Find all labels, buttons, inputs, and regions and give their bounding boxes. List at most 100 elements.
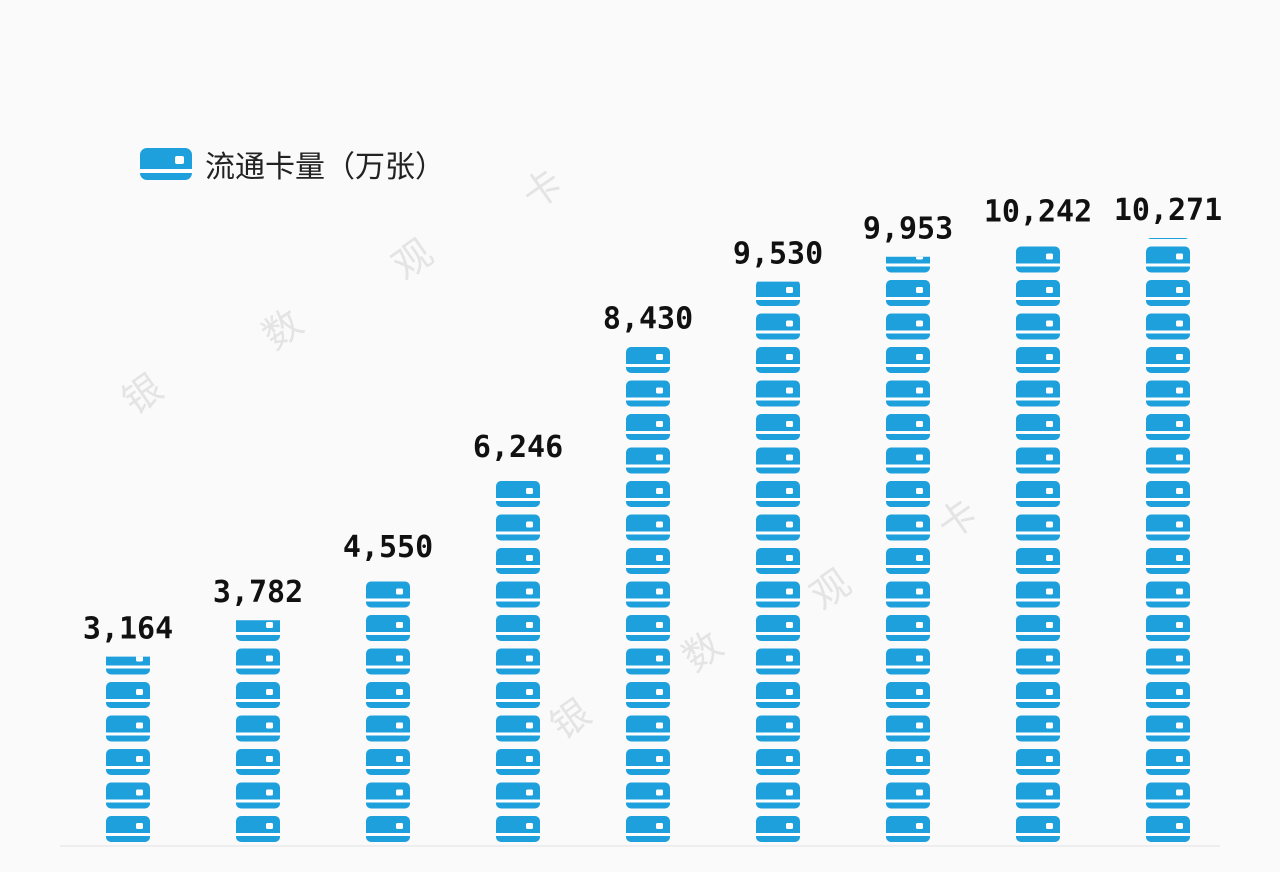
bank-card-icon [756, 749, 800, 775]
bank-card-icon [366, 749, 410, 775]
bank-card-icon [1146, 481, 1190, 507]
legend: 流通卡量（万张） [140, 148, 445, 185]
bank-card-icon [140, 148, 192, 180]
bank-card-icon [366, 682, 410, 708]
bank-card-icon [756, 816, 800, 842]
bar-3 [366, 581, 410, 842]
bank-card-icon [886, 581, 930, 608]
bank-card-icon [626, 514, 670, 541]
bank-card-icon [626, 715, 670, 742]
bank-card-icon [886, 256, 930, 273]
bar-4 [496, 481, 540, 842]
card-stack [496, 481, 540, 842]
data-label: 10,242 [984, 195, 1092, 230]
card-stack [1016, 246, 1060, 842]
card-stack [886, 256, 930, 842]
data-label: 10,271 [1114, 193, 1222, 228]
bank-card-icon [1016, 682, 1060, 708]
bank-card-icon [626, 749, 670, 775]
watermark-char: 数 [254, 300, 310, 358]
bank-card-icon [106, 749, 150, 775]
bank-card-icon [626, 615, 670, 641]
bank-card-icon [886, 749, 930, 775]
bank-card-icon [1016, 481, 1060, 507]
bank-card-icon [756, 782, 800, 809]
data-label: 9,530 [733, 237, 823, 272]
bank-card-icon [886, 313, 930, 340]
bank-card-icon [886, 548, 930, 574]
bank-card-icon [106, 682, 150, 708]
bank-card-icon [1146, 816, 1190, 842]
watermark-char: 数 [674, 622, 730, 680]
bank-card-icon [496, 648, 540, 675]
bank-card-icon [886, 380, 930, 407]
bank-card-icon [886, 514, 930, 541]
bank-card-icon [106, 782, 150, 809]
bank-card-icon [1146, 615, 1190, 641]
bank-card-icon [1016, 313, 1060, 340]
card-stack [366, 581, 410, 842]
bank-card-icon [756, 615, 800, 641]
bank-card-icon [626, 581, 670, 608]
watermark-char: 观 [802, 560, 858, 618]
bar-9 [1146, 238, 1190, 842]
bank-card-icon [756, 481, 800, 507]
bank-card-icon [366, 816, 410, 842]
card-stack [756, 281, 800, 842]
bank-card-icon [1016, 280, 1060, 306]
bank-card-icon [1016, 782, 1060, 809]
bank-card-icon [626, 347, 670, 373]
bank-card-icon [1146, 648, 1190, 675]
bank-card-icon [496, 548, 540, 574]
bank-card-icon [626, 380, 670, 407]
bank-card-icon [1016, 615, 1060, 641]
bank-card-icon [1146, 514, 1190, 541]
bar-6 [756, 281, 800, 842]
bank-card-icon [886, 648, 930, 675]
bank-card-icon [1146, 749, 1190, 775]
watermark-char: 银 [114, 365, 170, 423]
legend-card-body [140, 148, 192, 180]
bank-card-icon [496, 715, 540, 742]
data-label: 8,430 [603, 301, 693, 336]
bank-card-icon [756, 414, 800, 440]
watermark-char: 卡 [514, 160, 570, 218]
bar-2 [236, 620, 280, 842]
bank-card-icon [626, 414, 670, 440]
bank-card-icon [756, 648, 800, 675]
bank-card-icon [756, 313, 800, 340]
bank-card-icon [886, 280, 930, 306]
bank-card-icon [496, 816, 540, 842]
data-label: 6,246 [473, 430, 563, 465]
data-label: 3,782 [213, 575, 303, 610]
bank-card-icon [756, 715, 800, 742]
legend-card-chip [175, 156, 184, 164]
bank-card-icon [366, 581, 410, 608]
bank-card-icon [1146, 581, 1190, 608]
bank-card-icon [1146, 414, 1190, 440]
legend-label: 流通卡量（万张） [205, 150, 445, 185]
bank-card-icon [1146, 447, 1190, 474]
bank-card-icon [366, 615, 410, 641]
card-stack [626, 347, 670, 842]
bank-card-icon [1146, 682, 1190, 708]
bank-card-icon [106, 715, 150, 742]
data-label: 3,164 [83, 612, 173, 647]
bank-card-icon [626, 816, 670, 842]
bank-card-icon [496, 615, 540, 641]
bank-card-icon [1016, 514, 1060, 541]
bank-card-icon [1016, 246, 1060, 273]
bank-card-icon [106, 656, 150, 675]
bar-8 [1016, 246, 1060, 842]
bank-card-icon [626, 447, 670, 474]
bank-card-icon [1146, 246, 1190, 273]
bank-card-icon [1146, 313, 1190, 340]
data-label: 4,550 [343, 530, 433, 565]
bank-card-icon [496, 782, 540, 809]
bank-card-icon [626, 648, 670, 675]
bank-card-icon [1016, 816, 1060, 842]
bank-card-icon [1016, 715, 1060, 742]
bank-card-icon [756, 514, 800, 541]
bank-card-icon [1016, 380, 1060, 407]
bank-card-icon [756, 347, 800, 373]
